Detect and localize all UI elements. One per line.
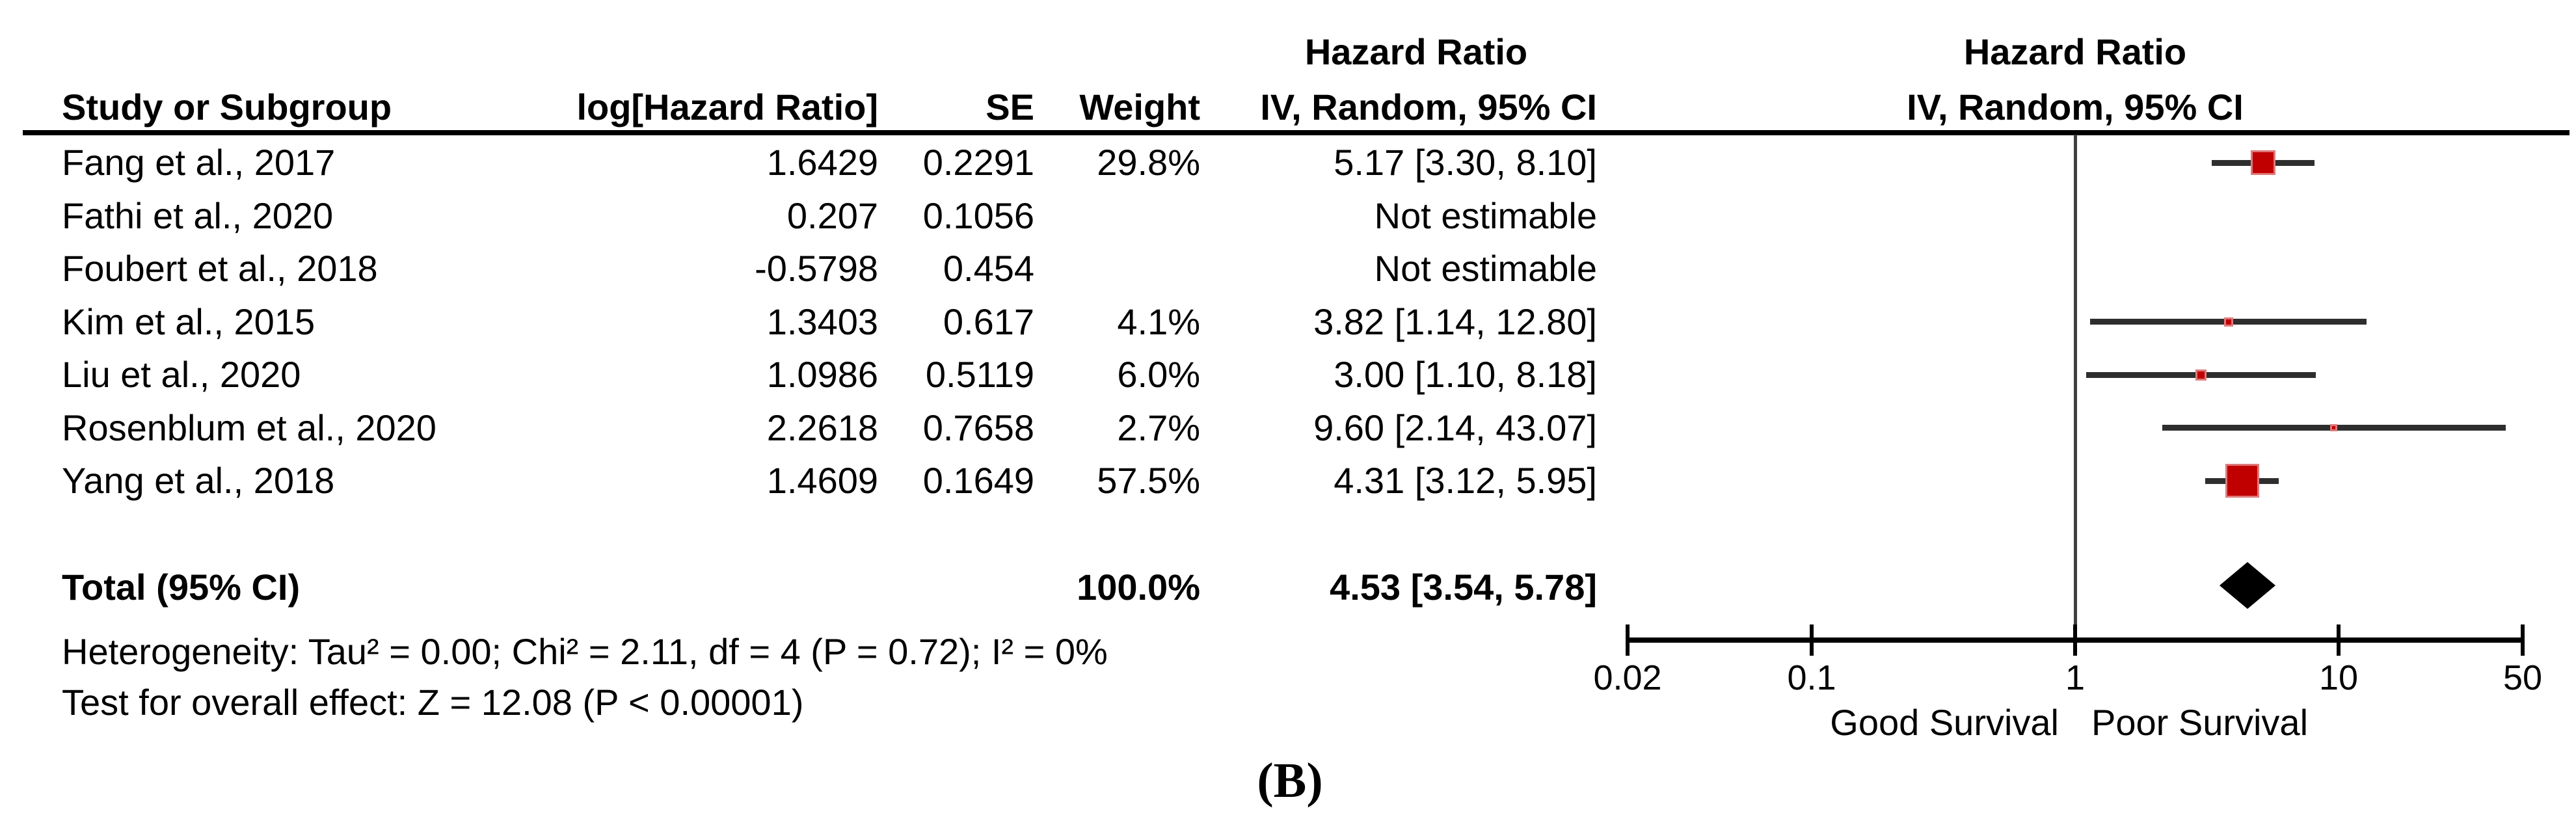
study-name: Rosenblum et al., 2020 — [62, 407, 436, 448]
heterogeneity-text: Heterogeneity: Tau² = 0.00; Chi² = 2.11,… — [62, 631, 1108, 672]
study-se: 0.7658 — [922, 407, 1034, 448]
study-log-hr: 2.2618 — [766, 407, 878, 448]
effect-size-square — [2225, 464, 2259, 498]
panel-label-b: (B) — [1257, 753, 1323, 808]
study-log-hr: 0.207 — [786, 195, 878, 236]
x-axis-tick — [1810, 624, 1814, 656]
column-header-iv-random-ci: IV, Random, 95% CI — [1260, 87, 1597, 127]
study-log-hr: 1.3403 — [766, 301, 878, 342]
study-se: 0.617 — [943, 301, 1034, 342]
total-row-ci: 4.53 [3.54, 5.78] — [1330, 567, 1597, 608]
column-header-se: SE — [986, 87, 1034, 127]
axis-label-poor-survival: Poor Survival — [2091, 702, 2309, 743]
stats-hazard-ratio-title: Hazard Ratio — [1304, 31, 1528, 72]
study-hr-ci: 4.31 [3.12, 5.95] — [1334, 460, 1597, 501]
study-log-hr: -0.5798 — [755, 248, 878, 289]
study-se: 0.454 — [943, 248, 1034, 289]
x-axis-tick-label: 10 — [2318, 658, 2359, 697]
pooled-effect-diamond — [2220, 562, 2275, 609]
header-rule — [23, 130, 2569, 135]
column-header-weight: Weight — [1079, 87, 1200, 127]
study-weight — [1005, 247, 1200, 291]
study-name: Liu et al., 2020 — [62, 354, 301, 395]
column-header-log-hazard-ratio: log[Hazard Ratio] — [576, 87, 878, 127]
column-header-study: Study or Subgroup — [62, 87, 392, 127]
effect-size-square — [2251, 150, 2275, 175]
study-hr-ci: Not estimable — [1374, 195, 1597, 236]
study-se: 0.1649 — [922, 460, 1034, 501]
effect-size-square — [2195, 369, 2207, 381]
x-axis-tick — [2521, 624, 2525, 656]
study-name: Kim et al., 2015 — [62, 301, 315, 342]
study-name: Yang et al., 2018 — [62, 460, 335, 501]
study-se: 0.2291 — [922, 142, 1034, 183]
study-se: 0.1056 — [922, 195, 1034, 236]
study-hr-ci: Not estimable — [1374, 248, 1597, 289]
study-hr-ci: 9.60 [2.14, 43.07] — [1313, 407, 1597, 448]
study-name: Foubert et al., 2018 — [62, 248, 378, 289]
study-weight: 4.1% — [1117, 301, 1200, 342]
x-axis-tick-label: 50 — [2502, 658, 2543, 697]
plot-hazard-ratio-title: Hazard Ratio — [1963, 31, 2187, 72]
study-name: Fang et al., 2017 — [62, 142, 336, 183]
effect-size-square — [2330, 424, 2337, 431]
study-se: 0.5119 — [925, 354, 1034, 395]
x-axis-tick — [1626, 624, 1630, 656]
overall-effect-text: Test for overall effect: Z = 12.08 (P < … — [62, 682, 804, 723]
study-hr-ci: 3.00 [1.10, 8.18] — [1334, 354, 1597, 395]
study-log-hr: 1.0986 — [766, 354, 878, 395]
x-axis-tick-label: 1 — [2065, 658, 2086, 697]
total-row-label: Total (95% CI) — [62, 567, 301, 608]
x-axis-tick — [2337, 624, 2341, 656]
study-log-hr: 1.6429 — [766, 142, 878, 183]
x-axis-tick — [2073, 624, 2077, 656]
study-weight — [1005, 194, 1200, 238]
study-hr-ci: 5.17 [3.30, 8.10] — [1334, 142, 1597, 183]
study-weight: 6.0% — [1117, 354, 1200, 395]
plot-header-iv-random-ci: IV, Random, 95% CI — [1907, 87, 2244, 127]
x-axis-tick-label: 0.02 — [1593, 658, 1662, 697]
study-name: Fathi et al., 2020 — [62, 195, 334, 236]
study-log-hr: 1.4609 — [766, 460, 878, 501]
effect-size-square — [2224, 317, 2233, 327]
study-weight: 57.5% — [1097, 460, 1200, 501]
study-weight: 29.8% — [1097, 142, 1200, 183]
study-hr-ci: 3.82 [1.14, 12.80] — [1313, 301, 1597, 342]
axis-label-good-survival: Good Survival — [1830, 702, 2059, 743]
no-effect-reference-line — [2074, 135, 2077, 639]
x-axis-tick-label: 0.1 — [1787, 658, 1836, 697]
study-weight: 2.7% — [1117, 407, 1200, 448]
total-row-weight: 100.0% — [1077, 567, 1200, 608]
